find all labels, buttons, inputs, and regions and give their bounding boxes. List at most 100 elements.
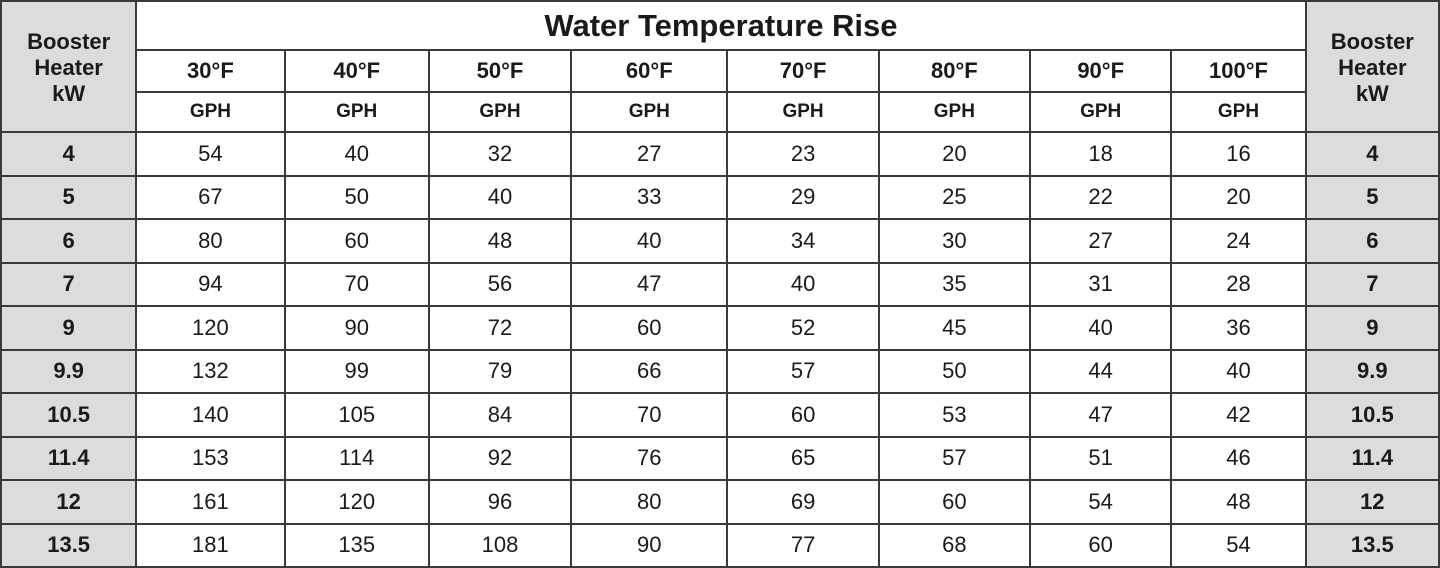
gph-value-cell: 60 <box>726 392 880 438</box>
gph-value-cell: 96 <box>427 479 573 525</box>
gph-value-cell: 27 <box>570 131 729 177</box>
table-row: 4 54 40 32 27 23 20 18 16 4 <box>0 131 1440 177</box>
unit-header: GPH <box>135 91 286 133</box>
table-row: 11.4 153 114 92 76 65 57 51 46 11.4 <box>0 435 1440 481</box>
gph-value-cell: 40 <box>283 131 430 177</box>
gph-value-cell: 67 <box>135 174 286 220</box>
table-row: 12 161 120 96 80 69 60 54 48 12 <box>0 479 1440 525</box>
table-row: 9.9 132 99 79 66 57 50 44 40 9.9 <box>0 348 1440 394</box>
gph-value-cell: 181 <box>135 522 286 568</box>
gph-value-cell: 51 <box>1029 435 1173 481</box>
gph-value-cell: 140 <box>135 392 286 438</box>
gph-value-cell: 92 <box>427 435 573 481</box>
gph-value-cell: 65 <box>726 435 880 481</box>
gph-value-cell: 20 <box>877 131 1032 177</box>
gph-value-cell: 52 <box>726 305 880 351</box>
table-body: 4 54 40 32 27 23 20 18 16 4 5 67 50 40 33 29 25 22 20 5 6 80 6… <box>0 131 1440 568</box>
gph-value-cell: 54 <box>1170 522 1307 568</box>
gph-value-cell: 44 <box>1029 348 1173 394</box>
left-kw-header-line1: Booster <box>27 28 111 54</box>
left-kw-header-line2: Heater <box>34 54 103 80</box>
gph-value-cell: 70 <box>570 392 729 438</box>
table-row: 6 80 60 48 40 34 30 27 24 6 <box>0 218 1440 264</box>
gph-value-cell: 80 <box>570 479 729 525</box>
unit-header: GPH <box>1170 91 1307 133</box>
temp-header-50: 50°F <box>427 49 573 93</box>
gph-value-cell: 77 <box>726 522 880 568</box>
gph-value-cell: 114 <box>283 435 430 481</box>
gph-value-cell: 31 <box>1029 261 1173 307</box>
temp-header-60: 60°F <box>570 49 729 93</box>
right-kw-header: Booster Heater kW <box>1304 0 1440 133</box>
left-kw-cell: 7 <box>0 261 138 307</box>
gph-value-cell: 16 <box>1170 131 1307 177</box>
right-kw-cell: 13.5 <box>1304 522 1440 568</box>
unit-header-row: GPH GPH GPH GPH GPH GPH GPH GPH <box>1 91 1439 133</box>
gph-value-cell: 57 <box>877 435 1032 481</box>
unit-header: GPH <box>427 91 573 133</box>
gph-value-cell: 60 <box>570 305 729 351</box>
gph-value-cell: 60 <box>1029 522 1173 568</box>
title-row: Booster Heater kW Water Temperature Rise… <box>0 0 1440 133</box>
gph-value-cell: 54 <box>1029 479 1173 525</box>
table-row: 7 94 70 56 47 40 35 31 28 7 <box>0 261 1440 307</box>
gph-value-cell: 22 <box>1029 174 1173 220</box>
gph-value-cell: 60 <box>877 479 1032 525</box>
gph-value-cell: 33 <box>570 174 729 220</box>
gph-value-cell: 30 <box>877 218 1032 264</box>
right-kw-header-line3: kW <box>1355 80 1389 106</box>
gph-value-cell: 35 <box>877 261 1032 307</box>
left-kw-header: Booster Heater kW <box>0 0 138 133</box>
gph-value-cell: 57 <box>726 348 880 394</box>
gph-value-cell: 99 <box>283 348 430 394</box>
right-kw-cell: 4 <box>1304 131 1440 177</box>
right-kw-cell: 9 <box>1304 305 1440 351</box>
temp-header-80: 80°F <box>877 49 1032 93</box>
gph-value-cell: 32 <box>427 131 573 177</box>
gph-value-cell: 18 <box>1029 131 1173 177</box>
gph-value-cell: 84 <box>427 392 573 438</box>
gph-value-cell: 45 <box>877 305 1032 351</box>
gph-value-cell: 27 <box>1029 218 1173 264</box>
gph-value-cell: 47 <box>1029 392 1173 438</box>
left-kw-header-line3: kW <box>52 80 86 106</box>
gph-value-cell: 161 <box>135 479 286 525</box>
temp-header-30: 30°F <box>135 49 286 93</box>
gph-value-cell: 48 <box>1170 479 1307 525</box>
unit-header: GPH <box>877 91 1032 133</box>
temp-header-70: 70°F <box>726 49 880 93</box>
left-kw-cell: 5 <box>0 174 138 220</box>
gph-value-cell: 47 <box>570 261 729 307</box>
gph-value-cell: 90 <box>283 305 430 351</box>
gph-value-cell: 120 <box>135 305 286 351</box>
unit-header: GPH <box>283 91 430 133</box>
gph-value-cell: 135 <box>283 522 430 568</box>
gph-value-cell: 24 <box>1170 218 1307 264</box>
temperature-header-row: 30°F 40°F 50°F 60°F 70°F 80°F 90°F 100°F <box>1 49 1439 93</box>
table-row: 10.5 140 105 84 70 60 53 47 42 10.5 <box>0 392 1440 438</box>
right-kw-cell: 12 <box>1304 479 1440 525</box>
gph-value-cell: 79 <box>427 348 573 394</box>
table-row: 13.5 181 135 108 90 77 68 60 54 13.5 <box>0 522 1440 568</box>
temp-header-40: 40°F <box>283 49 430 93</box>
unit-header: GPH <box>1029 91 1173 133</box>
gph-value-cell: 53 <box>877 392 1032 438</box>
gph-value-cell: 132 <box>135 348 286 394</box>
right-kw-header-line2: Heater <box>1338 54 1407 80</box>
gph-value-cell: 48 <box>427 218 573 264</box>
gph-value-cell: 20 <box>1170 174 1307 220</box>
gph-value-cell: 50 <box>877 348 1032 394</box>
gph-value-cell: 29 <box>726 174 880 220</box>
right-kw-cell: 6 <box>1304 218 1440 264</box>
left-kw-cell: 13.5 <box>0 522 138 568</box>
right-kw-cell: 9.9 <box>1304 348 1440 394</box>
gph-value-cell: 23 <box>726 131 880 177</box>
left-kw-cell: 9.9 <box>0 348 138 394</box>
left-kw-cell: 9 <box>0 305 138 351</box>
gph-value-cell: 80 <box>135 218 286 264</box>
gph-value-cell: 50 <box>283 174 430 220</box>
gph-value-cell: 36 <box>1170 305 1307 351</box>
gph-value-cell: 42 <box>1170 392 1307 438</box>
left-kw-cell: 4 <box>0 131 138 177</box>
